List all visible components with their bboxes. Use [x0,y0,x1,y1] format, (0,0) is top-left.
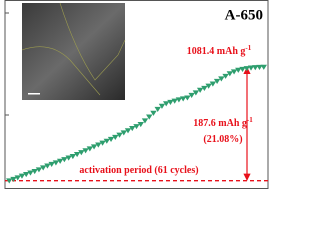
data-point [124,128,132,134]
annotation: (21.08%) [203,134,242,145]
annotation-text: activation period (61 cycles) [79,165,198,176]
data-point [205,83,212,89]
data-point [90,144,98,150]
data-point [39,165,47,171]
data-point [52,160,60,166]
scale-bar [28,93,40,95]
data-point [56,158,64,164]
data-point [146,114,153,120]
data-point [230,69,238,75]
data-point [226,71,234,77]
data-point [167,99,174,106]
data-point [179,96,187,102]
data-point [44,163,51,169]
data-point [112,134,119,140]
data-point [133,124,140,130]
data-point [61,157,68,163]
data-point [196,87,204,93]
data-point [162,101,170,107]
data-point [158,103,166,109]
annotation: 1081.4 mAh g-1 [187,44,252,58]
inset-boundary [21,46,101,96]
data-point [129,125,136,132]
data-point [35,167,43,173]
data-point [48,161,55,167]
data-point [86,146,94,152]
data-point [154,106,161,113]
data-point [213,78,221,85]
chart-title: A-650 [225,7,263,23]
data-point [260,64,267,70]
annotation-superscript: -1 [247,116,253,124]
data-point [78,150,85,156]
annotation-text: (21.08%) [203,134,242,145]
inset-boundary [59,2,126,81]
data-point [192,90,200,96]
data-point [31,168,38,175]
data-point [107,136,115,143]
data-point [209,81,217,87]
inset-image [22,3,125,100]
data-point [256,64,263,71]
frame [4,0,269,189]
annotation: 187.6 mAh g-1 [193,116,253,130]
data-point [150,110,157,116]
data-point [222,73,229,79]
annotation-text: 1081.4 mAh g [187,46,246,57]
data-point [171,98,178,104]
data-point [175,97,183,103]
data-point [73,152,81,158]
data-point [188,92,195,99]
data-point [235,67,242,73]
data-point [141,118,149,124]
data-point [23,172,30,178]
data-point [201,85,208,92]
annotation-text: 187.6 mAh g [193,118,247,129]
data-point [10,176,17,182]
data-point [69,153,77,160]
data-point [120,130,127,136]
data-point [116,132,123,138]
data-point [65,155,72,161]
data-point [99,140,106,146]
data-point [137,122,144,128]
data-point [218,76,225,82]
data-point [247,65,255,71]
data-point [103,138,111,144]
data-point [27,170,34,176]
data-point [95,142,102,148]
annotation: activation period (61 cycles) [79,165,198,176]
data-point [239,66,246,72]
data-point [243,66,250,72]
data-point [18,173,26,179]
data-point [6,178,13,184]
page: A-650 1081.4 mAh g-1 187.6 mAh g-1 (21.08%… [4,0,269,189]
data-point [14,175,21,181]
data-point [184,95,191,101]
data-point [82,148,89,154]
data-point [252,65,259,71]
annotation-superscript: -1 [245,44,251,52]
